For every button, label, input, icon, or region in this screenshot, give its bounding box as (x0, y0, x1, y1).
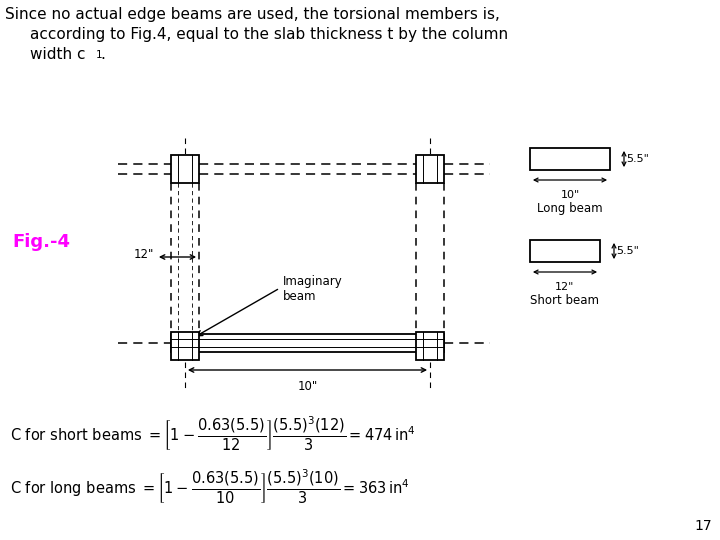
Text: 5.5": 5.5" (626, 154, 649, 164)
Text: Long beam: Long beam (537, 202, 603, 215)
Text: width c: width c (30, 47, 86, 62)
Text: .: . (100, 47, 105, 62)
Text: according to Fig.4, equal to the slab thickness t by the column: according to Fig.4, equal to the slab th… (30, 27, 508, 42)
Text: 17: 17 (694, 519, 712, 533)
Text: 12": 12" (134, 248, 154, 261)
Text: Imaginary
beam: Imaginary beam (283, 275, 343, 303)
Bar (171, 155, 199, 183)
Text: 1: 1 (96, 50, 103, 60)
Bar (530, 240, 600, 262)
Text: 10": 10" (297, 380, 318, 393)
Text: Fig.-4: Fig.-4 (12, 233, 70, 251)
Text: Since no actual edge beams are used, the torsional members is,: Since no actual edge beams are used, the… (5, 7, 500, 22)
Bar (416, 332, 444, 360)
Text: Short beam: Short beam (531, 294, 600, 307)
Text: 12": 12" (555, 282, 575, 292)
Text: C for short beams $= \left[1-\dfrac{0.63(5.5)}{12}\right]\dfrac{(5.5)^{3}(12)}{3: C for short beams $= \left[1-\dfrac{0.63… (10, 415, 415, 453)
Bar (530, 148, 610, 170)
Text: 10": 10" (560, 190, 580, 200)
Text: C for long beams $= \left[1-\dfrac{0.63(5.5)}{10}\right]\dfrac{(5.5)^{3}(10)}{3}: C for long beams $= \left[1-\dfrac{0.63(… (10, 468, 410, 507)
Bar (416, 155, 444, 183)
Text: 5.5": 5.5" (616, 246, 639, 256)
Bar (171, 334, 444, 352)
Bar (171, 332, 199, 360)
